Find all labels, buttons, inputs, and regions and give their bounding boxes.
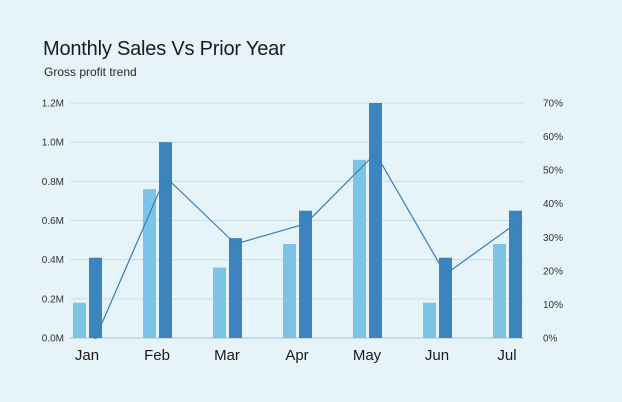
x-tick-label: Feb	[144, 347, 170, 364]
y-right-tick-label: 70%	[543, 99, 563, 110]
trend-point	[444, 273, 447, 276]
x-tick-label: Jun	[425, 347, 449, 364]
y-right-tick-label: 30%	[543, 233, 563, 244]
y-right-tick-label: 20%	[543, 266, 563, 277]
x-tick-label: Mar	[214, 347, 240, 364]
bar	[213, 267, 226, 338]
x-tick-label: May	[353, 347, 382, 364]
x-tick-label: Apr	[285, 347, 308, 364]
y-left-tick-label: 0.0M	[42, 334, 64, 345]
bar	[423, 302, 436, 338]
bar	[143, 189, 156, 338]
bar	[369, 103, 382, 338]
trend-point	[94, 336, 97, 340]
trend-point	[234, 242, 237, 246]
y-right-tick-label: 50%	[543, 166, 563, 177]
x-tick-label: Jan	[75, 347, 99, 364]
bar	[73, 302, 86, 338]
y-left-tick-label: 0.2M	[42, 294, 64, 305]
bar	[89, 257, 102, 338]
bar	[353, 159, 366, 338]
y-right-tick-label: 0%	[543, 334, 558, 345]
y-right-tick-label: 10%	[543, 300, 563, 311]
y-left-tick-label: 0.6M	[42, 216, 64, 227]
chart-title: Monthly Sales Vs Prior Year	[43, 38, 286, 60]
bar	[283, 244, 296, 338]
y-left-tick-label: 0.4M	[42, 255, 64, 266]
bar	[439, 257, 452, 338]
bar	[229, 238, 242, 338]
trend-point	[374, 152, 377, 155]
bar	[509, 210, 522, 338]
y-left-tick-label: 1.0M	[42, 138, 64, 149]
y-left-tick-label: 1.2M	[42, 99, 64, 110]
x-tick-label: Jul	[497, 347, 516, 364]
bar	[159, 142, 172, 338]
trend-point	[514, 222, 517, 226]
trend-point	[164, 175, 167, 179]
bar	[299, 210, 312, 338]
bar	[493, 244, 506, 338]
chart-subtitle: Gross profit trend	[44, 65, 137, 79]
trend-point	[304, 222, 307, 226]
y-right-tick-label: 40%	[543, 199, 563, 210]
y-left-tick-label: 0.8M	[42, 177, 64, 188]
y-right-tick-label: 60%	[543, 132, 563, 143]
